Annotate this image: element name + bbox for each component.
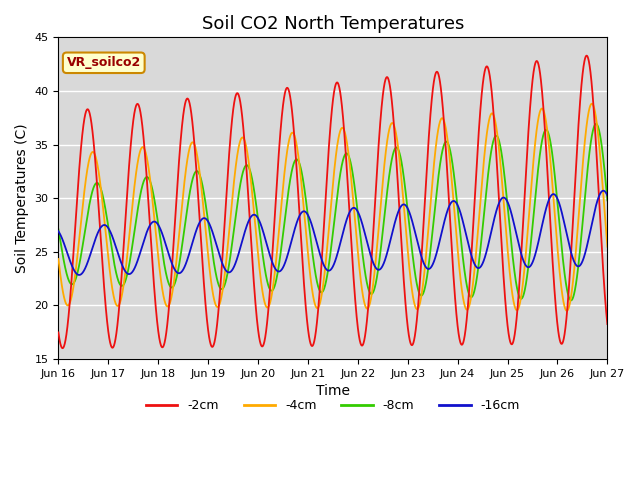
Title: Soil CO2 North Temperatures: Soil CO2 North Temperatures	[202, 15, 464, 33]
Text: VR_soilco2: VR_soilco2	[67, 56, 141, 69]
Legend: -2cm, -4cm, -8cm, -16cm: -2cm, -4cm, -8cm, -16cm	[141, 394, 525, 417]
Y-axis label: Soil Temperatures (C): Soil Temperatures (C)	[15, 123, 29, 273]
X-axis label: Time: Time	[316, 384, 350, 398]
